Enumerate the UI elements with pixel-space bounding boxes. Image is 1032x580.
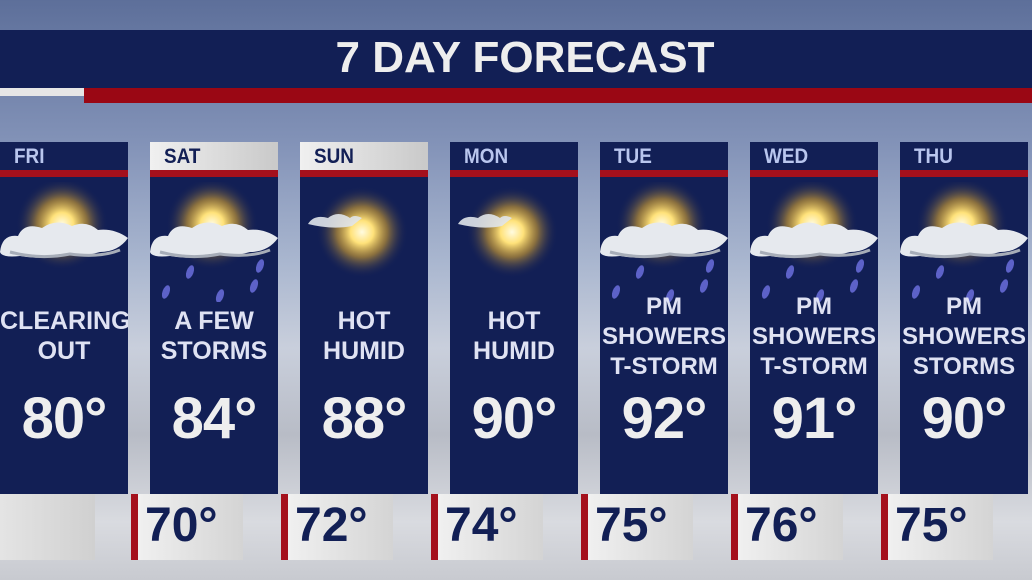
condition-text: A FEW STORMS — [150, 306, 278, 366]
condition-text: CLEARING OUT — [0, 306, 128, 366]
page-title: 7 DAY FORECAST — [335, 33, 715, 82]
low-temp: 70° — [145, 499, 218, 552]
sun-icon — [450, 182, 578, 302]
condition-line: A FEW — [174, 307, 254, 335]
high-temp: 88° — [321, 386, 408, 451]
day-divider — [300, 170, 428, 177]
day-divider — [150, 170, 278, 177]
day-name: SAT — [164, 145, 201, 168]
condition-line: SHOWERS — [601, 323, 726, 350]
accent-bar — [84, 88, 1032, 103]
condition-line: PM — [796, 293, 832, 320]
low-temp-accent — [581, 494, 588, 560]
day-divider — [600, 170, 728, 177]
condition-line: OUT — [37, 337, 91, 365]
condition-line: STORMS — [912, 353, 1016, 380]
condition-line: HOT — [487, 307, 541, 335]
forecast-day-card: WED PM SHOWERS T-STORM 91° — [750, 142, 878, 494]
low-temp-box: 70° — [131, 494, 243, 560]
condition-line: T-STORM — [610, 353, 718, 380]
day-divider — [0, 170, 128, 177]
condition-line: STORMS — [160, 337, 268, 365]
day-divider — [750, 170, 878, 177]
forecast-day-card: SUN HOT HUMID 88° — [300, 142, 428, 494]
condition-line: HOT — [337, 307, 391, 335]
high-temp: 84° — [171, 386, 258, 451]
low-temp: 75° — [595, 499, 668, 552]
day-divider — [900, 170, 1028, 177]
sun-cloud-rain-icon — [150, 178, 278, 303]
forecast-day-card: MON HOT HUMID 90° — [450, 142, 578, 494]
low-temp-box: 72° — [281, 494, 393, 560]
low-temp-accent — [731, 494, 738, 560]
day-name: WED — [764, 145, 809, 168]
high-temp: 91° — [771, 386, 858, 451]
low-temp-accent — [881, 494, 888, 560]
day-name: MON — [464, 145, 509, 168]
low-temp-box: 76° — [731, 494, 843, 560]
low-temp-accent — [131, 494, 138, 560]
low-temp-placeholder — [0, 494, 95, 560]
low-temp-box: 75° — [881, 494, 993, 560]
low-temp-box: 75° — [581, 494, 693, 560]
condition-line: PM — [946, 293, 982, 320]
condition-text: PM SHOWERS T-STORM — [600, 292, 728, 382]
sun-cloud-rain-icon — [900, 178, 1028, 303]
day-label: WED — [750, 142, 878, 170]
divider — [0, 88, 84, 96]
high-temp: 80° — [21, 386, 108, 451]
low-temp-accent — [431, 494, 438, 560]
forecast-day-card: SAT A FEW STORMS 84° — [150, 142, 278, 494]
condition-line: SHOWERS — [901, 323, 1026, 350]
condition-line: HUMID — [323, 337, 405, 365]
forecast-day-card: TUE PM SHOWERS T-STORM 92° — [600, 142, 728, 494]
sun-icon — [300, 182, 428, 302]
forecast-day-card: FRI CLEARING OUT 80° — [0, 142, 128, 494]
low-temp-accent — [281, 494, 288, 560]
high-temp: 90° — [921, 386, 1008, 451]
day-label: SUN — [300, 142, 428, 170]
day-name: THU — [914, 145, 953, 168]
day-label: FRI — [0, 142, 128, 170]
low-temp: 74° — [445, 499, 518, 552]
low-temp: 76° — [745, 499, 818, 552]
day-label: MON — [450, 142, 578, 170]
day-name: SUN — [314, 145, 354, 168]
title-bar: 7 DAY FORECAST — [0, 30, 1032, 88]
condition-text: PM SHOWERS T-STORM — [750, 292, 878, 382]
day-name: TUE — [614, 145, 652, 168]
condition-line: T-STORM — [760, 353, 868, 380]
high-temp: 92° — [621, 386, 708, 451]
sun-cloud-rain-icon — [750, 178, 878, 303]
day-name: FRI — [14, 145, 45, 168]
low-temp: 75° — [895, 499, 968, 552]
day-label: SAT — [150, 142, 278, 170]
day-label: THU — [900, 142, 1028, 170]
condition-line: CLEARING — [0, 307, 128, 335]
low-temp-box: 74° — [431, 494, 543, 560]
condition-text: HOT HUMID — [300, 306, 428, 366]
condition-line: HUMID — [473, 337, 555, 365]
condition-line: PM — [646, 293, 682, 320]
high-temp: 90° — [471, 386, 558, 451]
forecast-day-card: THU PM SHOWERS STORMS 90° — [900, 142, 1028, 494]
day-divider — [450, 170, 578, 177]
condition-line: SHOWERS — [751, 323, 876, 350]
day-label: TUE — [600, 142, 728, 170]
sun-cloud-rain-icon — [600, 178, 728, 303]
condition-text: PM SHOWERS STORMS — [900, 292, 1028, 382]
low-temp: 72° — [295, 499, 368, 552]
condition-text: HOT HUMID — [450, 306, 578, 366]
sun-cloud-icon — [0, 178, 128, 302]
